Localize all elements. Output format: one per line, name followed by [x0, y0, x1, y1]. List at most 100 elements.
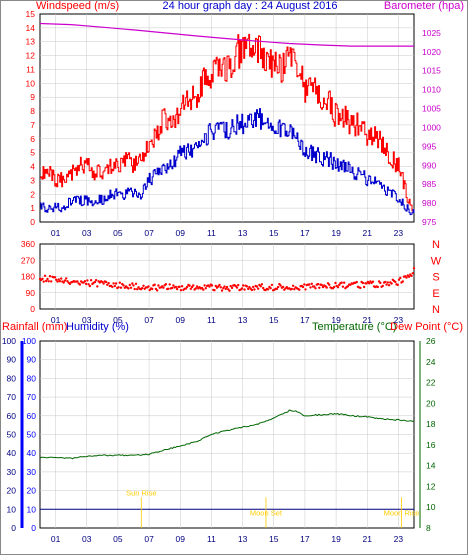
x-tick-label: 15: [269, 315, 279, 325]
wind-direction-point: [45, 279, 48, 283]
compass-label: N: [432, 304, 440, 316]
rainfall-tick-label: 10: [7, 504, 17, 514]
x-tick-label: 03: [82, 534, 92, 544]
x-tick-label: 03: [82, 228, 92, 238]
x-tick-label: 01: [51, 534, 61, 544]
wind-direction-point: [399, 276, 402, 280]
barometer-tick-label: 1005: [422, 104, 441, 114]
dewpoint-axis-title: Dew Point (°C): [390, 321, 463, 333]
wind-direction-point: [43, 274, 47, 277]
barometer-tick-label: 980: [422, 198, 436, 208]
wind-direction-point: [410, 274, 413, 278]
wind-direction-point: [255, 285, 259, 288]
wind-direction-point: [259, 285, 262, 288]
wind-direction-point: [133, 287, 136, 291]
wind-direction-point: [170, 286, 174, 290]
windspeed-tick-label: 12: [26, 51, 36, 61]
humidity-tick-label: 50: [27, 430, 37, 440]
x-tick-label: 05: [113, 228, 123, 238]
windspeed-tick-label: 0: [30, 217, 35, 227]
windspeed-tick-label: 14: [26, 23, 36, 33]
barometer-tick-label: 990: [422, 160, 436, 170]
barometer-tick-label: 1015: [422, 66, 441, 76]
wind-direction-point: [314, 287, 317, 290]
wind-direction-point: [157, 284, 160, 287]
windspeed-tick-label: 7: [30, 120, 35, 130]
wind-direction-point: [361, 281, 365, 285]
wind-direction-point: [362, 285, 366, 289]
wind-direction-point: [179, 289, 183, 292]
wind-direction-point: [93, 280, 97, 284]
windspeed-tick-label: 11: [26, 64, 35, 74]
humidity-tick-label: 90: [27, 355, 37, 365]
wind-direction-point: [134, 282, 138, 285]
temperature-tick-label: 16: [426, 440, 436, 450]
wind-direction-point: [367, 282, 371, 285]
page-title: 24 hour graph day : 24 August 2016: [163, 0, 338, 12]
wind-direction-point: [55, 278, 58, 281]
wind-direction-point: [336, 286, 340, 289]
wind-direction-point: [164, 283, 168, 286]
grid-lines: [40, 14, 414, 528]
x-tick-label: 23: [394, 534, 404, 544]
x-tick-label: 17: [300, 228, 310, 238]
wind-direction-point: [260, 283, 264, 286]
x-tick-label: 19: [331, 534, 341, 544]
x-tick-label: 11: [207, 315, 216, 325]
wind-direction-point: [290, 287, 293, 291]
wind-direction-point: [253, 288, 256, 291]
wind-direction-point: [168, 283, 171, 286]
wind-direction-point: [180, 285, 184, 288]
wind-direction-point: [151, 287, 154, 291]
x-tick-label: 07: [144, 228, 154, 238]
wind-direction-point: [381, 284, 384, 288]
wind-direction-point: [114, 282, 118, 285]
wind-direction-point: [210, 284, 214, 287]
wind-direction-point: [275, 287, 279, 291]
barometer-tick-label: 975: [422, 217, 436, 227]
wind-direction-point: [242, 284, 245, 287]
humidity-tick-label: 100: [22, 336, 36, 346]
wind-direction-point: [228, 289, 231, 292]
x-tick-label: 13: [238, 315, 248, 325]
humidity-tick-label: 10: [27, 504, 37, 514]
humidity-tick-label: 0: [31, 523, 36, 533]
rainfall-tick-label: 70: [7, 392, 17, 402]
x-tick-label: 07: [144, 315, 154, 325]
wind-direction-point: [60, 277, 63, 280]
wind-direction-point: [230, 286, 234, 290]
x-tick-label: 19: [331, 228, 341, 238]
wind-direction-point: [136, 288, 139, 291]
wind-direction-point: [301, 285, 305, 289]
wind-direction-point: [131, 282, 134, 285]
wind-direction-point: [84, 282, 88, 286]
event-label: Sun Rise: [126, 488, 156, 497]
temperature-tick-label: 12: [426, 481, 436, 491]
wind-direction-point: [162, 286, 165, 289]
wind-direction-point: [102, 282, 105, 285]
barometer-tick-label: 1020: [422, 47, 441, 57]
wind-direction-point: [195, 285, 199, 288]
wind-direction-point: [185, 285, 189, 289]
wind-direction-point: [57, 278, 60, 281]
wind-direction-point: [87, 283, 90, 286]
wind-direction-point: [128, 283, 131, 287]
barometer-axis-title: Barometer (hpa): [384, 0, 464, 12]
wind-direction-point: [86, 279, 89, 282]
windspeed-tick-label: 13: [26, 37, 36, 47]
wind-direction-point: [411, 272, 414, 275]
rainfall-axis-title: Rainfall (mm): [2, 321, 67, 333]
wind-direction-point: [192, 284, 195, 287]
barometer-tick-label: 985: [422, 179, 436, 189]
windspeed-tick-label: 9: [30, 92, 35, 102]
wind-direction-point: [321, 285, 325, 289]
wind-direction-point: [63, 279, 67, 282]
wind-direction-point: [346, 285, 350, 288]
wind-direction-point: [112, 282, 115, 285]
wind-direction-point: [371, 280, 375, 283]
wind-direction-point: [243, 288, 246, 291]
wind-direction-point: [325, 286, 328, 289]
wind-direction-point: [397, 278, 401, 281]
wind-direction-point: [343, 281, 346, 284]
wind-direction-point: [310, 282, 313, 285]
